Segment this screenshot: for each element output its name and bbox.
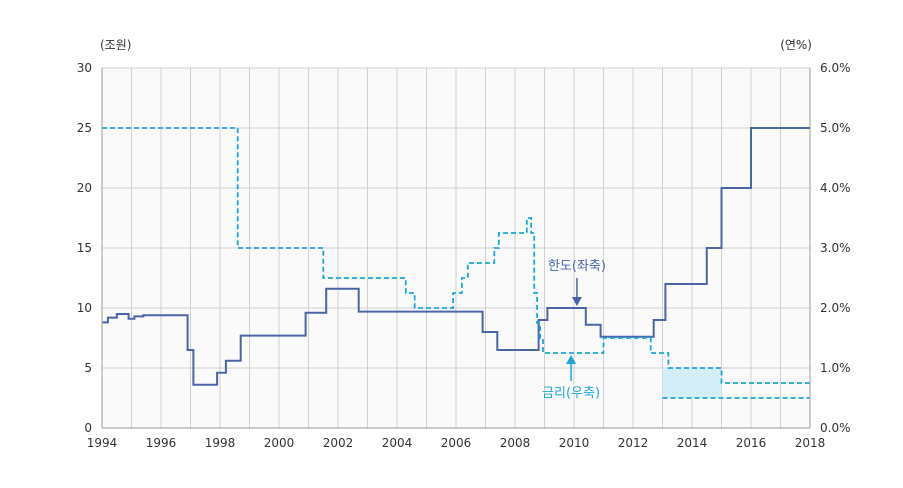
x-tick-label: 2004: [382, 436, 413, 450]
limit-series-line: [102, 127, 810, 386]
y-right-tick-label: 2.0%: [820, 301, 851, 315]
rate-annotation-label: 금리(우축): [542, 386, 600, 401]
x-tick-label: 1998: [205, 436, 236, 450]
limit-annotation-arrow-head: [571, 297, 582, 306]
y-left-tick-label: 10: [77, 301, 92, 315]
y-right-tick-label: 3.0%: [820, 241, 851, 255]
x-tick-label: 2010: [559, 436, 590, 450]
annotations: 한도(좌축) 금리(우축): [542, 259, 606, 401]
x-tick-label: 2012: [618, 436, 649, 450]
band-layer: [662, 368, 722, 398]
x-tick-label: 1996: [146, 436, 177, 450]
x-axis: 1994 1996 1998 2000 2002 2004 2006 2008 2010 2012…: [87, 427, 826, 450]
y-left-tick-label: 20: [77, 181, 92, 195]
y-left-tick-label: 5: [84, 361, 92, 375]
series-layer: [102, 127, 810, 399]
right-axis: 0.0% 1.0% 2.0% 3.0% 4.0% 5.0% 6.0%: [809, 61, 851, 435]
x-tick-label: 2006: [441, 436, 472, 450]
y-left-tick-label: 30: [77, 61, 92, 75]
y-right-tick-label: 1.0%: [820, 361, 851, 375]
rate-band: [662, 368, 722, 398]
x-tick-label: 2008: [500, 436, 531, 450]
y-left-tick-label: 15: [77, 241, 92, 255]
x-tick-label: 2000: [264, 436, 295, 450]
y-left-tick-label: 0: [84, 421, 92, 435]
y-right-tick-label: 4.0%: [820, 181, 851, 195]
x-tick-label: 2018: [795, 436, 826, 450]
rate-series-line: [102, 127, 810, 384]
left-axis: 0 5 10 15 20 25 30: [77, 61, 103, 435]
x-tick-label: 2002: [323, 436, 354, 450]
left-unit-label: (조원): [100, 38, 131, 52]
limit-annotation-label: 한도(좌축): [548, 259, 606, 274]
x-tick-label: 2016: [736, 436, 767, 450]
rate-annotation-arrow-head: [566, 355, 577, 364]
x-tick-label: 1994: [87, 436, 118, 450]
right-unit-label: (연%): [780, 38, 812, 52]
y-right-tick-label: 0.0%: [820, 421, 851, 435]
y-right-tick-label: 5.0%: [820, 121, 851, 135]
y-right-tick-label: 6.0%: [820, 61, 851, 75]
x-tick-label: 2014: [677, 436, 708, 450]
y-left-tick-label: 25: [77, 121, 92, 135]
